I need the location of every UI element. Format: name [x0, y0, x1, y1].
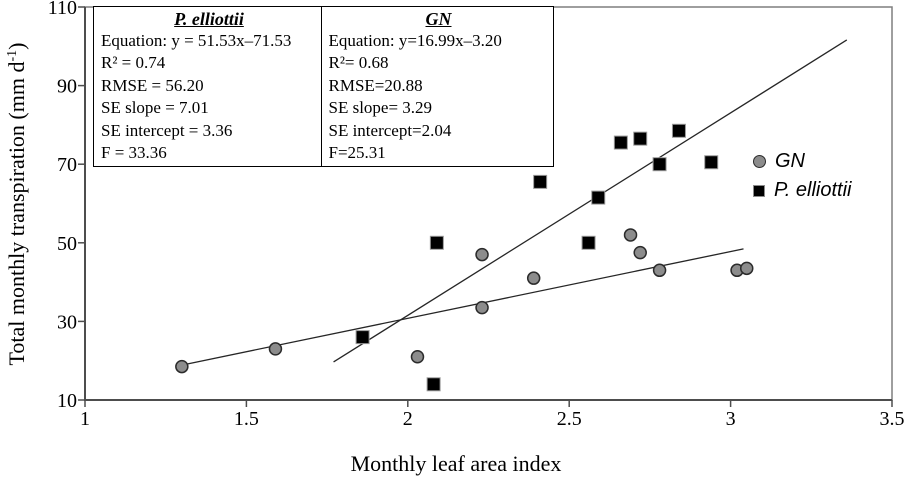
stat-line: Equation: y = 51.53x–71.53 — [101, 31, 292, 50]
y-axis-label: Total monthly transpiration (mm d-1) — [4, 43, 29, 366]
legend-item-p-elliottii: P. elliottii — [753, 176, 851, 205]
gn-point — [652, 263, 667, 278]
p-elliottii-point — [426, 377, 441, 392]
y-tick-label: 70 — [57, 154, 77, 176]
gn-circle-marker-icon — [753, 155, 766, 168]
y-tick-label: 110 — [48, 0, 77, 19]
legend-label-p-elliottii: P. elliottii — [774, 179, 852, 201]
stat-line: RMSE=20.88 — [328, 75, 423, 95]
x-tick-label: 3.5 — [880, 408, 904, 430]
stat-line: SE slope = 7.01 — [101, 98, 209, 118]
p-elliottii-trendline — [333, 39, 848, 363]
p-elliottii-point — [429, 235, 444, 250]
x-tick-label: 3 — [726, 408, 736, 430]
stats-box-p-elliottii-lines: Equation: y = 51.53x–71.53 R² = 0.74 RMSE … — [101, 30, 317, 164]
stat-line: F = 33.36 — [101, 143, 167, 163]
stat-line: F=25.31 — [328, 143, 386, 163]
stats-box-gn-lines: Equation: y=16.99x–3.20 R²= 0.68 RMSE=20.8… — [329, 30, 549, 164]
gn-point — [739, 261, 754, 276]
p-elliottii-point — [704, 155, 719, 170]
stat-line: RMSE = 56.20 — [101, 75, 204, 95]
gn-point — [475, 300, 489, 315]
stat-line: SE intercept = 3.36 — [101, 120, 233, 140]
stat-line: R² = 0.74 — [101, 53, 166, 73]
x-tick-label: 2 — [403, 408, 413, 430]
x-tick-label: 1 — [80, 408, 90, 430]
legend: GN P. elliottii — [753, 147, 851, 205]
gn-point — [633, 245, 647, 260]
y-tick-label: 90 — [57, 76, 77, 98]
p-elliottii-point — [633, 131, 648, 146]
legend-item-gn: GN — [753, 147, 851, 176]
gn-point — [175, 359, 189, 374]
x-tick-label: 1.5 — [234, 408, 259, 430]
x-tick-label: 2.5 — [557, 408, 582, 430]
gn-point — [475, 247, 489, 262]
p-elliottii-point — [533, 174, 548, 189]
gn-point — [526, 271, 541, 285]
stat-line: Equation: y=16.99x–3.20 — [328, 31, 502, 50]
stats-box-gn: GN Equation: y=16.99x–3.20 R²= 0.68 RMSE=2… — [320, 6, 554, 167]
stat-line: R²= 0.68 — [328, 53, 389, 73]
y-tick-label: 30 — [57, 311, 77, 333]
gn-point — [410, 350, 425, 364]
y-tick-label: 50 — [57, 233, 77, 255]
y-tick-label: 10 — [57, 390, 77, 412]
stat-line: SE intercept=2.04 — [328, 120, 452, 140]
p-elliottii-point — [591, 190, 606, 205]
stat-line: SE slope= 3.29 — [328, 98, 433, 118]
p-elliottii-point — [671, 123, 686, 138]
p-elliottii-square-marker-icon — [753, 184, 765, 197]
x-axis-label: Monthly leaf area index — [351, 451, 562, 476]
legend-label-gn: GN — [775, 150, 805, 172]
stats-box-p-elliottii: P. elliottii Equation: y = 51.53x–71.53 R… — [93, 6, 322, 167]
gn-point — [268, 342, 283, 356]
p-elliottii-point — [355, 330, 370, 345]
p-elliottii-point — [581, 235, 596, 250]
stats-box-gn-title: GN — [425, 9, 452, 29]
p-elliottii-point — [652, 157, 667, 172]
gn-point — [623, 228, 638, 242]
stats-box-p-elliottii-title: P. elliottii — [174, 9, 244, 29]
p-elliottii-point — [613, 135, 628, 150]
